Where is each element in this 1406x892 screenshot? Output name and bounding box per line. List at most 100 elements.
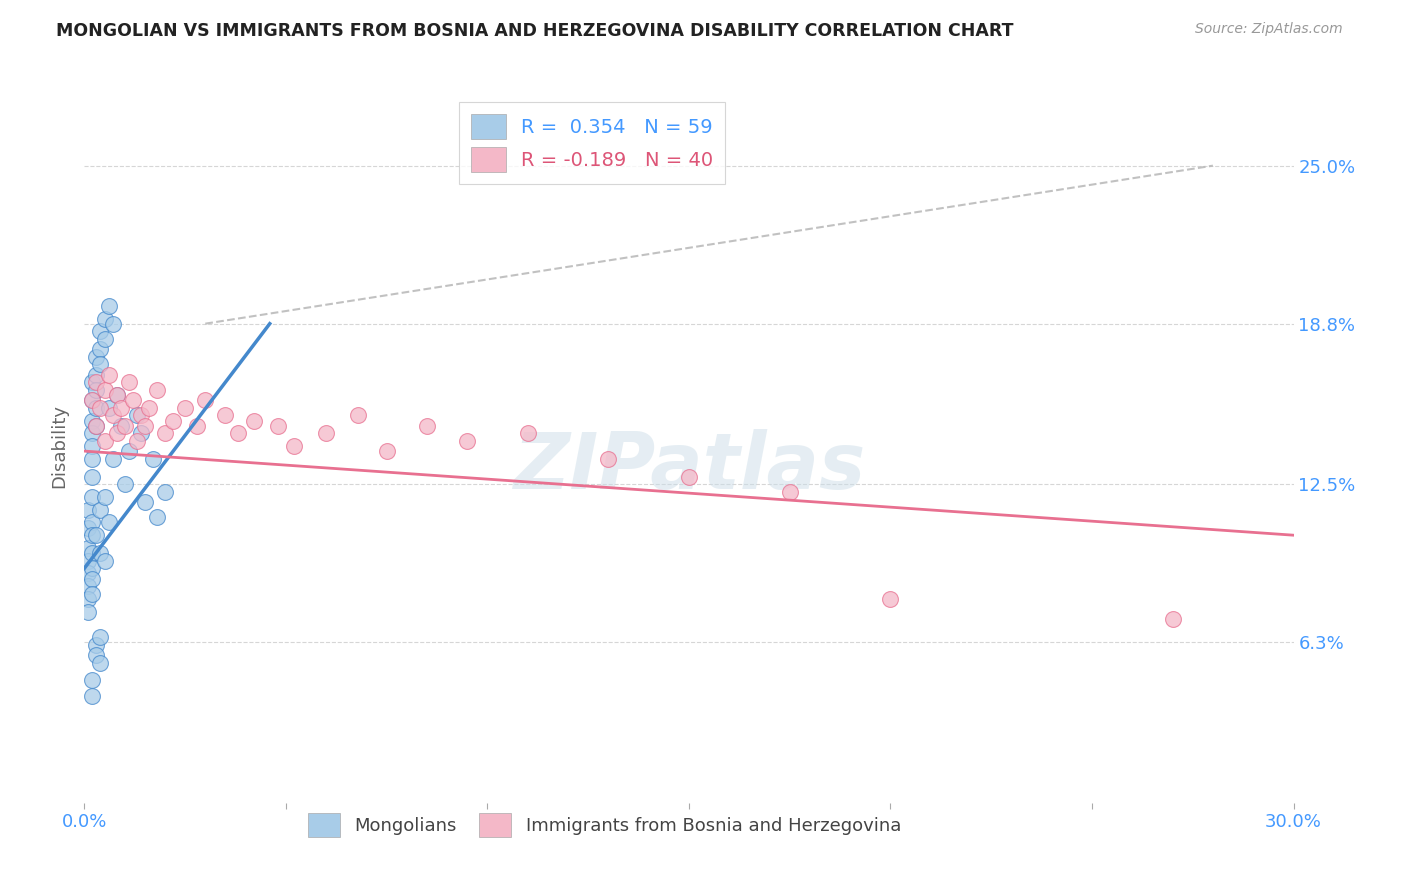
Point (97, 299, 120, 313)
Point (101, 317, 124, 331)
Point (416, 418, 439, 433)
Point (86, 418, 108, 433)
Point (77, 591, 100, 606)
Point (97, 401, 120, 415)
Point (142, 451, 165, 466)
Point (146, 383, 169, 397)
Point (82, 587, 104, 601)
Point (267, 418, 290, 433)
Point (146, 510, 169, 524)
Point (516, 426, 538, 441)
Point (89, 502, 111, 516)
Text: ZIPatlas: ZIPatlas (513, 429, 865, 506)
Point (598, 451, 620, 466)
Point (214, 409, 236, 423)
Point (242, 413, 264, 427)
Point (129, 409, 152, 423)
Point (1161, 612, 1184, 626)
Point (89, 546, 111, 560)
Point (77, 554, 100, 568)
Point (105, 388, 128, 402)
Point (77, 541, 100, 555)
Point (82, 516, 104, 530)
Point (89, 630, 111, 644)
Point (93, 554, 115, 568)
Point (93, 383, 115, 397)
Point (118, 444, 141, 458)
Point (82, 490, 104, 504)
Point (110, 401, 132, 415)
Point (118, 376, 141, 390)
Point (375, 444, 398, 458)
Point (82, 426, 104, 441)
Point (82, 439, 104, 453)
Point (456, 434, 478, 448)
Point (89, 358, 111, 372)
Point (82, 546, 104, 560)
Text: Source: ZipAtlas.com: Source: ZipAtlas.com (1195, 22, 1343, 37)
Point (82, 689, 104, 703)
Point (347, 409, 370, 423)
Point (105, 388, 128, 402)
Point (86, 376, 108, 390)
Point (82, 673, 104, 688)
Point (77, 502, 100, 516)
Point (105, 426, 128, 441)
Point (186, 418, 208, 433)
Point (82, 393, 104, 408)
Point (97, 516, 120, 530)
Point (125, 409, 148, 423)
Point (174, 401, 197, 415)
Point (162, 413, 184, 427)
Point (226, 426, 249, 441)
Point (89, 656, 111, 670)
Point (101, 451, 124, 466)
Point (82, 393, 104, 408)
Point (93, 434, 115, 448)
Point (77, 520, 100, 534)
Text: MONGOLIAN VS IMMIGRANTS FROM BOSNIA AND HERZEGOVINA DISABILITY CORRELATION CHART: MONGOLIAN VS IMMIGRANTS FROM BOSNIA AND … (56, 22, 1014, 40)
Point (86, 350, 108, 364)
Point (121, 393, 143, 408)
Point (114, 477, 136, 491)
Point (283, 439, 305, 453)
Point (678, 469, 700, 483)
Point (110, 418, 132, 433)
Y-axis label: Disability: Disability (51, 404, 69, 488)
Point (134, 418, 156, 433)
Point (86, 368, 108, 382)
Point (86, 528, 108, 542)
Point (315, 426, 337, 441)
Point (93, 311, 115, 326)
Point (82, 376, 104, 390)
Point (82, 451, 104, 466)
Point (86, 401, 108, 415)
Point (93, 490, 115, 504)
Point (153, 484, 176, 499)
Point (129, 426, 152, 441)
Point (82, 469, 104, 483)
Point (86, 638, 108, 652)
Point (82, 561, 104, 575)
Point (153, 426, 176, 441)
Point (89, 401, 111, 415)
Point (77, 605, 100, 619)
Point (89, 342, 111, 356)
Point (89, 324, 111, 338)
Point (779, 484, 801, 499)
Point (77, 579, 100, 593)
Point (879, 591, 901, 606)
Point (82, 572, 104, 586)
Point (101, 409, 124, 423)
Point (82, 413, 104, 427)
Point (125, 434, 148, 448)
Point (194, 393, 217, 408)
Point (114, 418, 136, 433)
Point (97, 368, 120, 382)
Point (93, 332, 115, 346)
Point (134, 495, 156, 509)
Point (82, 528, 104, 542)
Legend: Mongolians, Immigrants from Bosnia and Herzegovina: Mongolians, Immigrants from Bosnia and H… (301, 806, 908, 844)
Point (86, 418, 108, 433)
Point (138, 401, 160, 415)
